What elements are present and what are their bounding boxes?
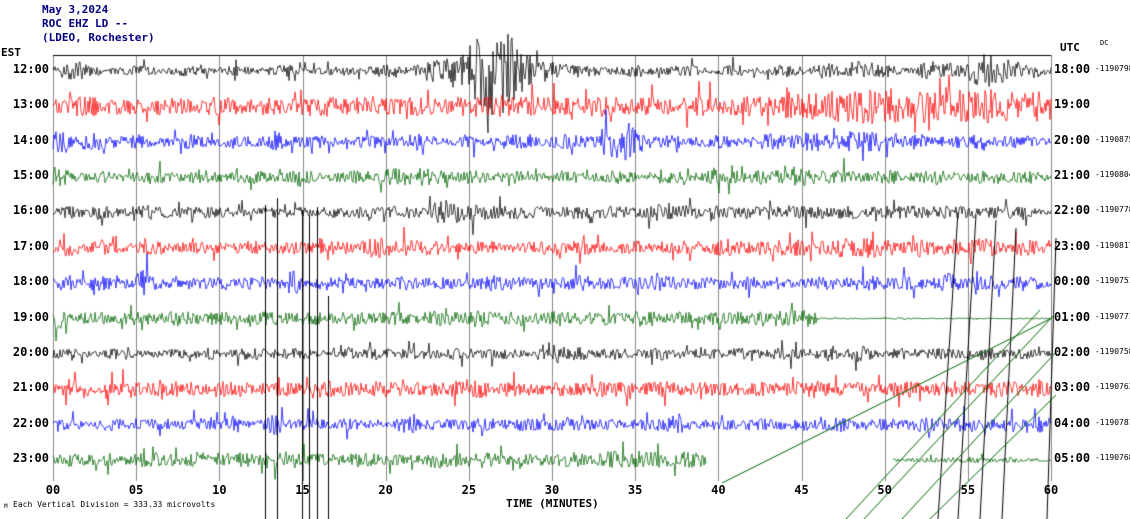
scale-mark: M [4,503,8,510]
est-time-label: 19:00 [12,309,49,324]
est-time-label: 17:00 [12,238,49,253]
x-tick-label: 00 [45,483,61,497]
utc-time-label: 23:00 -1190817 [1054,239,1130,253]
x-tick-label: 15 [295,483,310,497]
est-time-label: 18:00 [12,274,49,289]
counts-label: -1190778 [1090,205,1130,215]
est-time-label: 22:00 [12,415,49,430]
x-tick-label: 55 [960,483,976,497]
utc-time-label: 03:00 -1190763 [1054,380,1130,394]
scale-note: Each Vertical Division = 333.33 microvol… [13,500,216,509]
counts-label: -1190763 [1090,382,1130,392]
counts-label: -1190781 [1090,417,1130,427]
utc-time-label: 20:00 -1190875 [1054,133,1130,147]
x-tick-label: 05 [128,483,144,497]
x-tick-label: 45 [794,483,809,497]
station-label: ROC EHZ LD -- [42,17,129,30]
counts-label: -1190804 [1090,170,1130,180]
utc-time-label: 00:00 -1190751 [1054,274,1130,288]
utc-time-label: 04:00 -1190781 [1054,416,1130,430]
utc-time-label: 18:00 -1190798 [1054,62,1130,76]
est-time-label: 23:00 [12,450,49,465]
x-tick-label: 35 [627,483,643,497]
counts-label: -1190798 [1090,64,1130,73]
utc-time-label: 01:00 -1190771 [1054,310,1130,324]
utc-time-label: 22:00 -1190778 [1054,203,1130,217]
utc-time-label: 02:00 -1190758 [1054,345,1130,359]
counts-label: -1190875 [1090,134,1130,144]
counts-label: -1190751 [1090,276,1130,286]
counts-label: -1190817 [1090,240,1130,250]
est-time-label: 20:00 [12,344,49,359]
date-label: May 3,2024 [42,3,109,16]
utc-time-label: 05:00 -1190768 [1054,451,1130,465]
est-time-label: 16:00 [12,203,49,218]
x-tick-label: 25 [461,483,477,497]
x-tick-label: 10 [212,483,227,497]
counts-label: -1190758 [1090,346,1130,356]
location-label: (LDEO, Rochester) [42,31,155,44]
est-time-label: 13:00 [12,97,49,112]
counts-label: -1190771 [1090,311,1130,321]
x-tick-label: 60 [1043,483,1059,497]
est-time-label: 21:00 [12,380,49,395]
right-timezone-label: UTC [1060,41,1080,54]
utc-time-label: 21:00 -1190804 [1054,168,1130,182]
x-tick-label: 40 [711,483,726,497]
x-tick-label: 30 [544,483,560,497]
dc-label: DC [1100,39,1109,47]
left-timezone-label: EST [1,46,21,59]
est-time-label: 12:00 [12,62,49,76]
est-time-label: 14:00 [12,132,49,147]
est-time-label: 15:00 [12,168,49,183]
x-tick-label: 50 [877,483,892,497]
utc-time-label: 19:00 [1054,97,1091,112]
counts-label: -1190768 [1090,452,1130,462]
x-tick-label: 20 [378,483,393,497]
x-axis-title: TIME (MINUTES) [506,497,599,510]
